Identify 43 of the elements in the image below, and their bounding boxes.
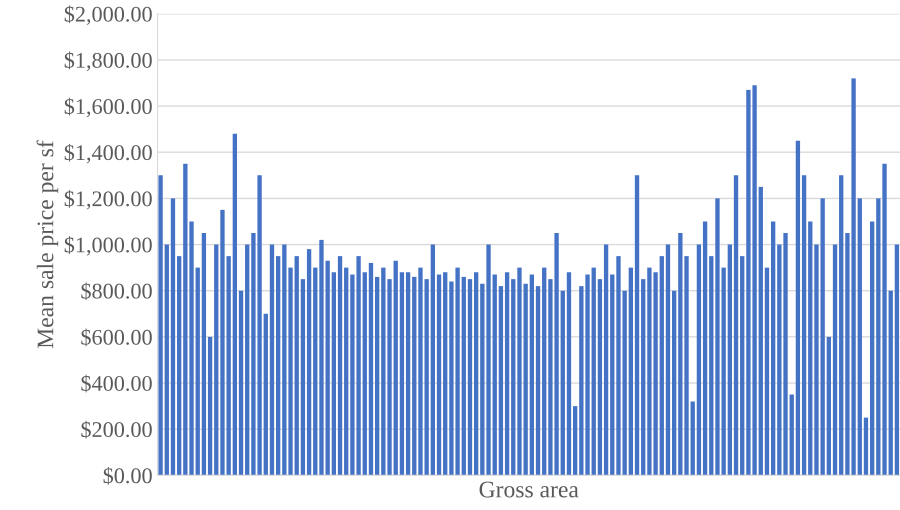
bar bbox=[832, 244, 838, 476]
bar bbox=[666, 244, 670, 476]
y-tick-label: $800.00 bbox=[81, 282, 152, 300]
bar bbox=[486, 244, 491, 476]
bar bbox=[566, 272, 572, 476]
y-tick-label: $1,600.00 bbox=[64, 98, 152, 118]
bar bbox=[189, 221, 194, 476]
bar bbox=[882, 164, 887, 476]
bar bbox=[814, 244, 819, 476]
bar bbox=[764, 268, 770, 476]
bar bbox=[220, 210, 225, 476]
y-tick-label: $1,400.00 bbox=[64, 144, 152, 164]
bar bbox=[616, 256, 621, 476]
y-tick-label: $0.00 bbox=[104, 466, 152, 485]
bar bbox=[517, 268, 522, 476]
bar bbox=[536, 286, 540, 476]
y-tick-label: $400.00 bbox=[81, 374, 152, 392]
bar bbox=[368, 263, 374, 476]
bar bbox=[270, 244, 274, 476]
bar bbox=[634, 175, 640, 476]
bar bbox=[436, 274, 442, 476]
bar bbox=[783, 233, 788, 476]
bar bbox=[734, 175, 738, 476]
bar bbox=[319, 240, 324, 476]
bar bbox=[585, 274, 590, 476]
bar bbox=[468, 279, 472, 476]
bar bbox=[715, 198, 720, 476]
bar bbox=[288, 268, 293, 476]
bar bbox=[170, 198, 176, 476]
bar bbox=[387, 279, 392, 476]
y-tick-label: $200.00 bbox=[81, 420, 152, 439]
y-axis-title: Mean sale price per sf bbox=[36, 140, 58, 348]
x-axis-title: Gross area bbox=[480, 482, 579, 498]
bar bbox=[864, 418, 868, 476]
y-tick-label: $1,200.00 bbox=[64, 190, 152, 210]
y-tick-label: $2,000.00 bbox=[64, 5, 152, 25]
y-tick-label: $1,000.00 bbox=[64, 236, 152, 256]
y-tick-label: $1,800.00 bbox=[64, 52, 152, 72]
bar bbox=[238, 290, 244, 476]
bar bbox=[684, 256, 689, 476]
y-tick-label: $600.00 bbox=[81, 328, 152, 346]
bar bbox=[338, 256, 342, 476]
bar bbox=[418, 268, 423, 476]
